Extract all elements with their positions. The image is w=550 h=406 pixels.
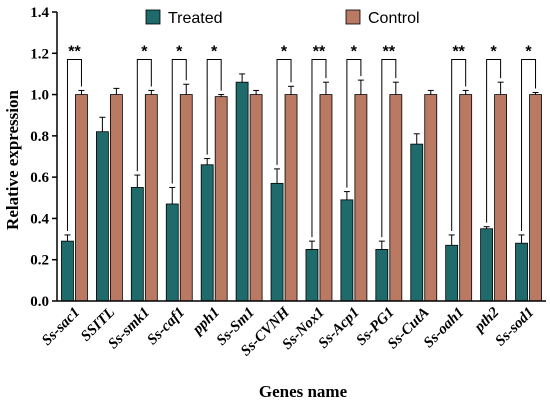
- significance-bracket: [171, 58, 187, 184]
- bar-control: [179, 94, 193, 302]
- significance-label: **: [383, 43, 396, 60]
- bar-treated: [130, 187, 144, 302]
- bar-control: [144, 94, 158, 302]
- x-tick-label: Ss-caf1: [144, 305, 188, 349]
- significance-label: *: [141, 43, 148, 60]
- bar-control: [109, 94, 123, 302]
- y-tick-label: 0.6: [30, 170, 49, 186]
- legend-swatch-control: [345, 9, 361, 25]
- significance-bracket: [381, 58, 397, 238]
- bar-control: [75, 94, 88, 302]
- bar-control: [249, 94, 263, 302]
- significance-bracket: [521, 58, 537, 231]
- bar-control: [389, 94, 403, 302]
- bar-treated: [480, 228, 494, 302]
- significance-bracket: [451, 58, 467, 231]
- legend-swatch-treated: [145, 9, 161, 25]
- bar-treated: [200, 164, 214, 302]
- significance-label: *: [281, 43, 288, 60]
- significance-label: *: [525, 43, 532, 60]
- y-tick-label: 0.4: [30, 211, 49, 227]
- bar-treated: [165, 203, 179, 302]
- bar-treated: [235, 81, 249, 302]
- significance-bracket: [346, 58, 362, 188]
- bar-treated: [270, 182, 284, 302]
- significance-label: *: [351, 43, 358, 60]
- y-tick-label: 0.8: [30, 129, 49, 145]
- bar-treated: [305, 248, 319, 302]
- significance-bracket: [311, 58, 327, 238]
- y-tick-label: 1.0: [30, 88, 49, 104]
- x-tick-label: Ss-sod1: [492, 305, 537, 350]
- significance-label: *: [176, 43, 183, 60]
- legend-label-control: Control: [368, 10, 420, 27]
- significance-bracket: [276, 58, 292, 165]
- bar-control: [529, 94, 542, 302]
- significance-label: **: [452, 43, 465, 60]
- bar-treated: [515, 242, 528, 302]
- bar-control: [284, 94, 298, 302]
- significance-label: *: [211, 43, 218, 60]
- bar-control: [319, 94, 333, 302]
- significance-bracket: [206, 58, 222, 155]
- significance-annotations: ** * * * * ** * ** ** * *: [66, 43, 537, 238]
- significance-bracket: [486, 58, 502, 223]
- significance-bracket: [136, 58, 152, 172]
- bar-treated: [95, 131, 109, 302]
- y-tick-label: 0.2: [30, 253, 49, 269]
- y-axis-title: Relative expression: [3, 89, 22, 229]
- bar-control: [214, 96, 228, 302]
- y-tick-label: 0.0: [30, 294, 49, 310]
- bar-treated: [410, 143, 424, 302]
- bar-treated: [375, 248, 389, 302]
- significance-label: *: [490, 43, 497, 60]
- bars-group: [61, 73, 542, 302]
- legend-label-treated: Treated: [168, 10, 223, 27]
- significance-bracket: [66, 58, 82, 231]
- bar-treated: [340, 199, 354, 302]
- x-tick-label: Ss-sac1: [39, 305, 83, 349]
- bar-treated: [445, 244, 459, 302]
- legend: Treated Control: [145, 9, 420, 27]
- y-tick-label: 1.4: [30, 5, 49, 21]
- bar-control: [494, 94, 508, 302]
- x-axis-title: Genes name: [259, 382, 348, 401]
- significance-label: **: [68, 43, 81, 60]
- bar-control: [459, 94, 473, 302]
- bar-treated: [61, 240, 74, 302]
- bar-control: [424, 94, 438, 302]
- y-tick-label: 1.2: [30, 46, 49, 62]
- bar-control: [354, 94, 368, 302]
- significance-label: **: [313, 43, 326, 60]
